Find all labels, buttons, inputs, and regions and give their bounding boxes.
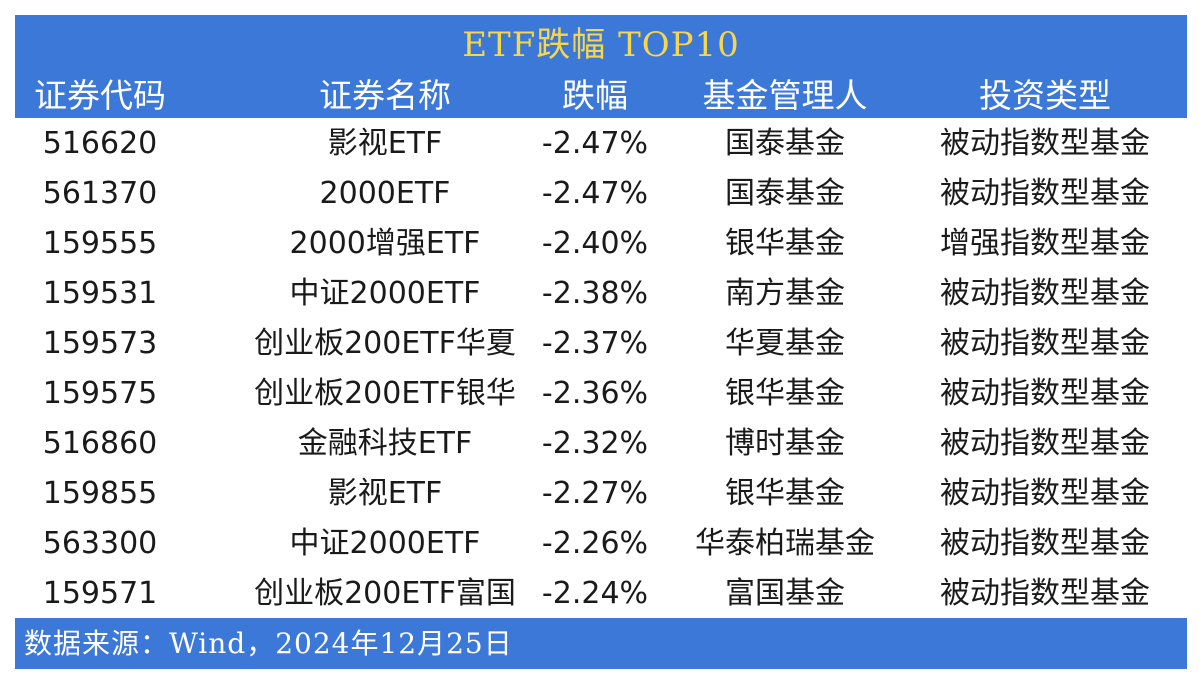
cell-name: 中证2000ETF [289,276,481,311]
cell-manager: 华夏基金 [725,326,845,361]
table-title: ETF跌幅 TOP10 [462,25,740,65]
cell-change: -2.24% [541,576,649,611]
table-row: 159573 创业板200ETF华夏 -2.37% 华夏基金 被动指数型基金 [15,319,1187,369]
cell-code: 159571 [42,576,158,611]
cell-name: 2000增强ETF [289,226,481,261]
column-headers: 证券代码 证券名称 跌幅 基金管理人 投资类型 [15,73,1187,118]
cell-manager: 博时基金 [725,426,845,461]
cell-type: 被动指数型基金 [940,176,1150,211]
cell-name: 影视ETF [327,476,443,511]
etf-table-card: ETF跌幅 TOP10 证券代码 证券名称 跌幅 基金管理人 投资类型 5166… [15,15,1187,669]
cell-type: 被动指数型基金 [940,326,1150,361]
cell-manager: 国泰基金 [725,126,845,161]
cell-change: -2.47% [541,176,649,211]
column-header-code: 证券代码 [34,76,166,115]
table-row: 516620 影视ETF -2.47% 国泰基金 被动指数型基金 [15,119,1187,169]
cell-type: 被动指数型基金 [940,576,1150,611]
table-row: 159855 影视ETF -2.27% 银华基金 被动指数型基金 [15,469,1187,519]
table-row: 561370 2000ETF -2.47% 国泰基金 被动指数型基金 [15,169,1187,219]
cell-name: 中证2000ETF [289,526,481,561]
cell-name: 创业板200ETF银华 [254,376,516,411]
cell-code: 159573 [42,326,158,361]
cell-manager: 南方基金 [725,276,845,311]
cell-type: 增强指数型基金 [940,226,1150,261]
cell-manager: 华泰柏瑞基金 [695,526,875,561]
cell-name: 创业板200ETF华夏 [254,326,516,361]
data-source-note: 数据来源：Wind，2024年12月25日 [24,627,513,660]
cell-type: 被动指数型基金 [940,126,1150,161]
column-header-change: 跌幅 [562,76,628,115]
table-row: 159575 创业板200ETF银华 -2.36% 银华基金 被动指数型基金 [15,369,1187,419]
cell-name: 金融科技ETF [297,426,473,461]
cell-type: 被动指数型基金 [940,526,1150,561]
cell-change: -2.40% [541,226,649,261]
cell-manager: 富国基金 [725,576,845,611]
cell-change: -2.38% [541,276,649,311]
column-header-type: 投资类型 [979,76,1111,115]
cell-manager: 银华基金 [725,226,845,261]
cell-type: 被动指数型基金 [940,426,1150,461]
table-body: 516620 影视ETF -2.47% 国泰基金 被动指数型基金 561370 … [15,119,1187,616]
cell-name: 影视ETF [327,126,443,161]
cell-code: 159855 [42,476,158,511]
cell-code: 561370 [42,176,158,211]
cell-manager: 国泰基金 [725,176,845,211]
cell-manager: 银华基金 [725,476,845,511]
cell-change: -2.36% [541,376,649,411]
cell-change: -2.27% [541,476,649,511]
table-footer: 数据来源：Wind，2024年12月25日 [15,618,1187,669]
cell-change: -2.47% [541,126,649,161]
cell-name: 2000ETF [319,176,451,211]
cell-code: 159575 [42,376,158,411]
cell-change: -2.32% [541,426,649,461]
cell-type: 被动指数型基金 [940,476,1150,511]
cell-change: -2.37% [541,326,649,361]
cell-manager: 银华基金 [725,376,845,411]
table-row: 516860 金融科技ETF -2.32% 博时基金 被动指数型基金 [15,419,1187,469]
column-header-manager: 基金管理人 [702,76,868,115]
cell-type: 被动指数型基金 [940,276,1150,311]
table-header: ETF跌幅 TOP10 证券代码 证券名称 跌幅 基金管理人 投资类型 [15,15,1187,118]
cell-code: 159531 [42,276,158,311]
table-row: 159571 创业板200ETF富国 -2.24% 富国基金 被动指数型基金 [15,569,1187,619]
cell-code: 563300 [42,526,158,561]
cell-code: 516620 [42,126,158,161]
cell-code: 159555 [42,226,158,261]
cell-type: 被动指数型基金 [940,376,1150,411]
cell-change: -2.26% [541,526,649,561]
cell-code: 516860 [42,426,158,461]
table-row: 159531 中证2000ETF -2.38% 南方基金 被动指数型基金 [15,269,1187,319]
cell-name: 创业板200ETF富国 [254,576,516,611]
column-header-name: 证券名称 [319,76,451,115]
table-row: 563300 中证2000ETF -2.26% 华泰柏瑞基金 被动指数型基金 [15,519,1187,569]
table-row: 159555 2000增强ETF -2.40% 银华基金 增强指数型基金 [15,219,1187,269]
